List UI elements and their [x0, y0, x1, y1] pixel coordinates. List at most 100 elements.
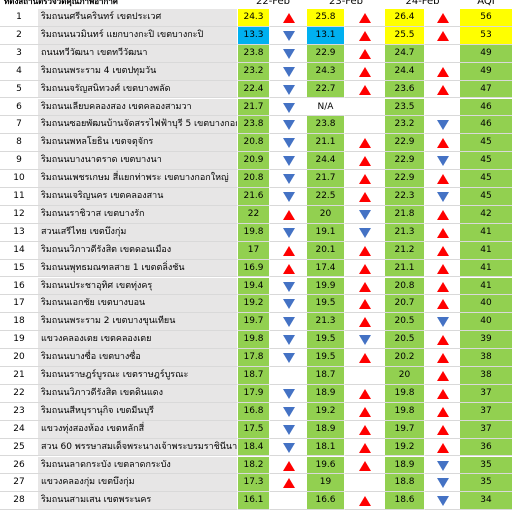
trend-arrow: [436, 281, 449, 292]
trend-arrow: [436, 317, 449, 328]
trend-arrow: [359, 406, 371, 417]
trend-cell: [425, 170, 460, 188]
trend-arrow: [359, 84, 371, 95]
header-title: ที่ตั้งสถานีตรวจวัดคุณภาพอากาศ: [4, 0, 118, 6]
pm25-value: 20.5: [385, 313, 425, 332]
trend-cell: [345, 457, 385, 475]
trend-arrow: [436, 84, 449, 95]
pm25-value: 24.4: [385, 62, 425, 81]
trend-down-icon: [282, 84, 295, 95]
trend-cell: [345, 99, 385, 117]
pm25-value: 18.9: [307, 384, 345, 403]
row-number: 18: [0, 313, 38, 332]
trend-up-icon: [436, 299, 449, 310]
trend-up-icon: [359, 263, 371, 274]
trend-cell: [345, 81, 385, 99]
trend-cell: [270, 278, 307, 296]
location: ริมถนนพุทธมณฑลสาย 1 เขตตลิ่งชัน: [38, 259, 238, 278]
pm25-value: 19.5: [307, 295, 345, 314]
trend-cell: [270, 63, 307, 81]
pm25-value: 19.2: [238, 295, 270, 314]
trend-arrow: [282, 209, 295, 220]
pm25-value: 20.8: [238, 134, 270, 153]
trend-cell: [270, 242, 307, 260]
pm25-value: 20.1: [307, 241, 345, 260]
trend-arrow: [359, 138, 371, 149]
trend-down-icon: [436, 192, 449, 202]
location: ริมถนนวิภาวดีรังสิต เขตดอนเมือง: [38, 241, 238, 260]
trend-up-icon: [436, 424, 449, 435]
location: ริมถนนเอกชัย เขตบางบอน: [38, 295, 238, 314]
trend-down-icon: [436, 460, 449, 471]
pm25-value: 22.3: [385, 188, 425, 206]
trend-arrow: [359, 174, 371, 185]
trend-cell: [270, 331, 307, 350]
trend-cell: [345, 367, 385, 385]
pm25-value: 19.4: [238, 277, 270, 296]
header-aqi: AQI: [477, 0, 495, 7]
pm25-value: 20.2: [385, 349, 425, 367]
trend-cell: [425, 63, 460, 81]
trend-arrow: [282, 84, 295, 95]
aqi-value: 36: [460, 438, 512, 457]
aqi-value: 37: [460, 420, 512, 439]
aqi-value: 53: [460, 26, 512, 45]
trend-cell: [345, 313, 385, 332]
trend-cell: [270, 99, 307, 117]
pm25-value: 18.7: [307, 367, 345, 385]
trend-arrow: [282, 263, 295, 274]
location: ริมถนนเพชรเกษม สี่แยกท่าพระ เขตบางกอกใหญ…: [38, 170, 238, 188]
trend-arrow: [436, 192, 449, 202]
pm25-value: 23.2: [385, 116, 425, 135]
trend-arrow: [436, 496, 449, 507]
trend-down-icon: [282, 174, 295, 185]
pm25-value: 19.1: [307, 223, 345, 242]
pm25-value: 22.5: [307, 188, 345, 206]
trend-cell: [425, 27, 460, 45]
pm25-value: 21.3: [307, 313, 345, 332]
pm25-value: 17.3: [238, 474, 270, 493]
trend-cell: [345, 224, 385, 242]
pm25-value: 16.9: [238, 259, 270, 278]
row-number: 5: [0, 81, 38, 99]
trend-up-icon: [436, 245, 449, 256]
row-number: 6: [0, 99, 38, 117]
pm25-value: 24.3: [238, 9, 270, 27]
aqi-value: 38: [460, 367, 512, 385]
trend-up-icon: [436, 335, 449, 346]
trend-cell: [345, 242, 385, 260]
aqi-value: 41: [460, 223, 512, 242]
trend-cell: [270, 152, 307, 171]
aqi-value: 42: [460, 205, 512, 224]
pm25-value: 21.7: [307, 170, 345, 188]
trend-cell: [270, 349, 307, 367]
trend-cell: [270, 9, 307, 27]
trend-cell: [345, 403, 385, 421]
pm25-value: 19.2: [307, 402, 345, 421]
trend-up-icon: [436, 442, 449, 453]
trend-arrow: [436, 30, 449, 41]
trend-cell: [425, 152, 460, 171]
row-number: 21: [0, 367, 38, 385]
trend-arrow: [359, 388, 371, 399]
trend-arrow: [282, 299, 295, 310]
trend-down-icon: [282, 227, 295, 238]
pm25-value: 18.9: [307, 420, 345, 439]
row-number: 12: [0, 206, 38, 224]
trend-arrow: [436, 245, 449, 256]
aqi-value: 38: [460, 349, 512, 367]
trend-arrow: [359, 442, 371, 453]
trend-arrow: [282, 388, 295, 399]
aqi-value: 40: [460, 295, 512, 314]
pm25-value: 20.7: [385, 295, 425, 314]
trend-arrow: [359, 299, 371, 310]
trend-cell: [425, 349, 460, 367]
trend-down-icon: [282, 353, 295, 364]
pm25-value: 17.9: [238, 384, 270, 403]
trend-cell: [270, 116, 307, 135]
trend-up-icon: [359, 406, 371, 417]
pm25-value: 23.8: [238, 44, 270, 63]
location: ริมถนนบางนาตราด เขตบางนา: [38, 152, 238, 171]
trend-arrow: [282, 442, 295, 453]
